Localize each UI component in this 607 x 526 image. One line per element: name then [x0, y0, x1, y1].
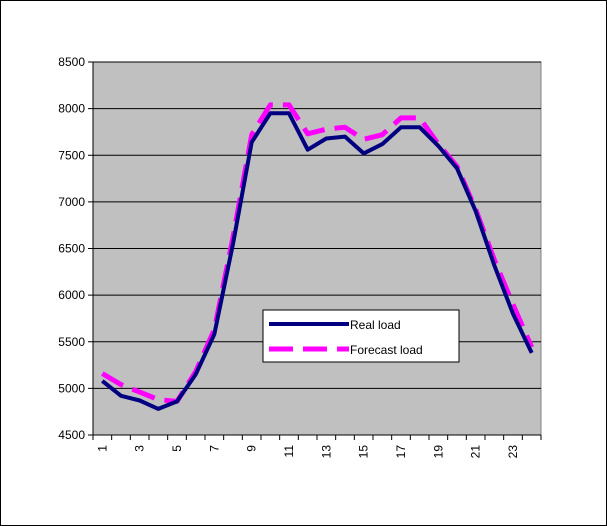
y-tick-label: 4500	[58, 428, 85, 442]
x-tick-label: 15	[357, 445, 371, 459]
y-tick-label: 7500	[58, 148, 85, 162]
x-tick-label: 21	[469, 445, 483, 459]
legend-label-forecast-load: Forecast load	[350, 343, 423, 357]
x-axis: 1 3 5 7 9 11 13 15 17 19 21 23	[92, 434, 542, 459]
y-tick-label: 6500	[58, 242, 85, 256]
x-tick-label: 3	[133, 445, 147, 452]
y-tick-label: 8500	[58, 55, 85, 69]
y-tick-label: 6000	[58, 288, 85, 302]
x-tick-label: 9	[245, 445, 259, 452]
y-axis: 4500 5000 5500 6000 6500 7000 7500 8000 8500	[58, 55, 94, 442]
legend-label-real-load: Real load	[350, 318, 401, 332]
x-tick-label: 7	[207, 445, 221, 452]
x-tick-label: 13	[319, 445, 333, 459]
y-tick-label: 5500	[58, 335, 85, 349]
legend-box	[262, 309, 460, 363]
y-tick-label: 7000	[58, 195, 85, 209]
x-tick-label: 1	[95, 445, 109, 452]
x-tick-label: 23	[506, 445, 520, 459]
y-tick-label: 8000	[58, 102, 85, 116]
x-tick-label: 17	[394, 445, 408, 459]
x-tick-label: 19	[431, 445, 445, 459]
y-tick-label: 5000	[58, 381, 85, 395]
x-tick-label: 5	[170, 445, 184, 452]
series-line-real-load	[101, 111, 534, 411]
series-layer	[101, 102, 534, 411]
x-tick-label: 11	[282, 445, 296, 458]
legend: Real load Forecast load	[262, 309, 460, 363]
